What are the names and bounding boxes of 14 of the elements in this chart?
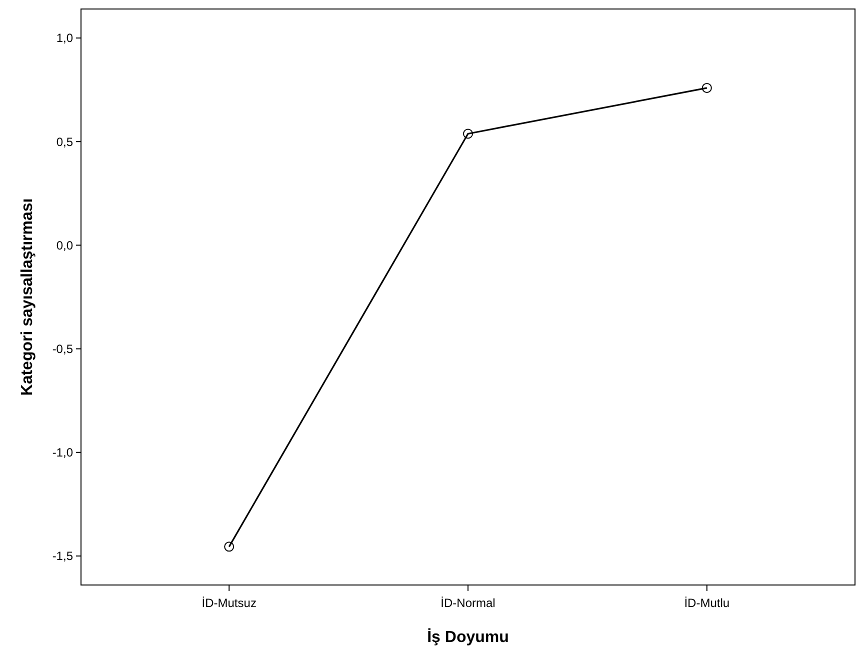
point	[702, 82, 712, 93]
point	[463, 128, 473, 139]
y-tick-label: -1,0	[52, 446, 74, 460]
y-tick-label: -0,5	[52, 342, 74, 356]
x-tick-label: İD-Mutsuz	[202, 596, 256, 610]
x-tick-label: İD-Mutlu	[684, 596, 730, 610]
y-axis-title: Kategori sayısallaştırması	[19, 198, 36, 396]
x-axis-title: İş Doyumu	[427, 628, 509, 646]
y-tick-label: -1,5	[52, 549, 74, 564]
y-tick-label: 0,5	[56, 134, 74, 149]
x-tick-label: İD-Normal	[440, 596, 496, 610]
point	[224, 542, 234, 552]
y-tick-label: 0,0	[56, 238, 74, 252]
y-tick-label: 1,0	[56, 31, 74, 46]
